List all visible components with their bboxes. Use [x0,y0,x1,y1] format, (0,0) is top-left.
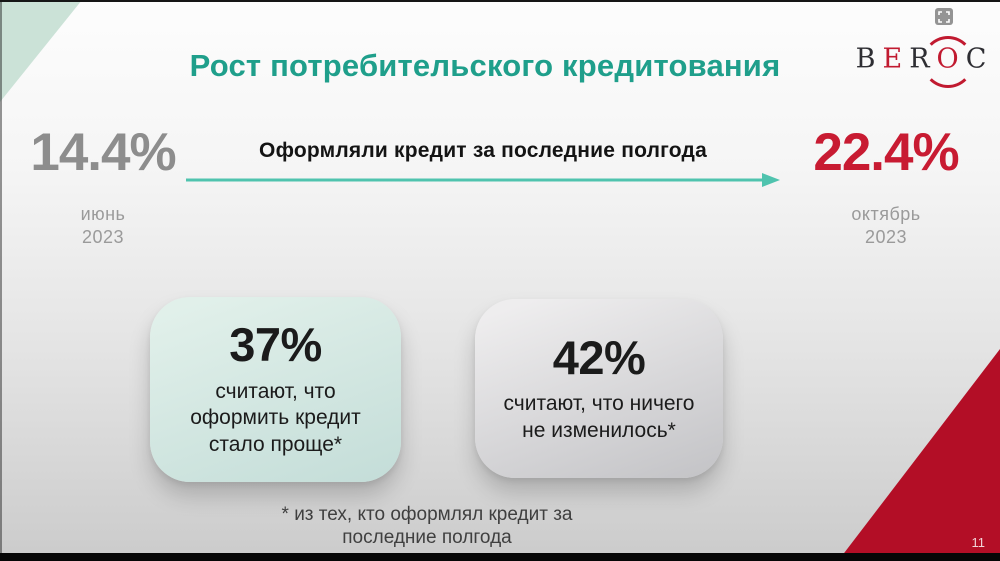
logo-circle-arcs-icon [922,36,974,88]
beroc-logo: B E R O C [855,30,987,88]
stat-before-period: июнь 2023 [26,203,180,250]
footnote: * из тех, кто оформлял кредит за последн… [177,503,677,549]
footnote-line: последние полгода [342,527,512,549]
logo-letter: E [882,43,903,75]
corner-accent-red [838,349,1000,561]
logo-letter: B [855,43,876,75]
slide-title: Рост потребительского кредитования [189,47,781,83]
expand-icon [938,10,950,23]
stat-after: 22.4% октябрь 2023 [808,126,964,250]
footnote-line: * из тех, кто оформлял кредит за [281,504,573,525]
logo-letter: O [936,43,959,75]
card-unchanged-value: 42% [552,330,646,384]
stat-before: 14.4% июнь 2023 [26,126,180,250]
card-unchanged-line: считают, что ничего [503,392,695,416]
card-unchanged: 42% считают, что ничего не изменилось* [475,299,723,478]
stat-after-month: октябрь [851,204,921,224]
logo-letters: B E R O C [855,43,987,75]
expand-button[interactable] [935,8,953,25]
card-easier: 37% считают, что оформить кредит стало п… [150,297,401,482]
stat-before-year: 2023 [81,227,125,248]
stat-after-period: октябрь 2023 [808,203,964,250]
logo-letter: C [965,43,987,75]
comparison-arrow-group: Оформляли кредит за последние полгода [186,139,780,188]
right-arrow-icon [186,173,780,187]
comparison-label: Оформляли кредит за последние полгода [259,139,707,162]
card-easier-value: 37% [229,318,322,372]
card-easier-line: оформить кредит [190,406,361,430]
stat-before-value: 14.4% [30,123,176,182]
video-bottom-bar [0,553,1000,561]
card-easier-line: считают, что [215,379,336,403]
stat-before-month: июнь [80,204,126,224]
stat-after-year: 2023 [864,227,908,248]
video-left-edge [0,0,2,561]
page-number: 11 [971,535,986,550]
card-unchanged-line: не изменилось* [522,418,676,442]
card-easier-line: стало проще* [208,433,343,456]
logo-letter: R [909,43,930,75]
video-top-edge [0,0,1000,2]
stat-after-value: 22.4% [813,123,959,182]
